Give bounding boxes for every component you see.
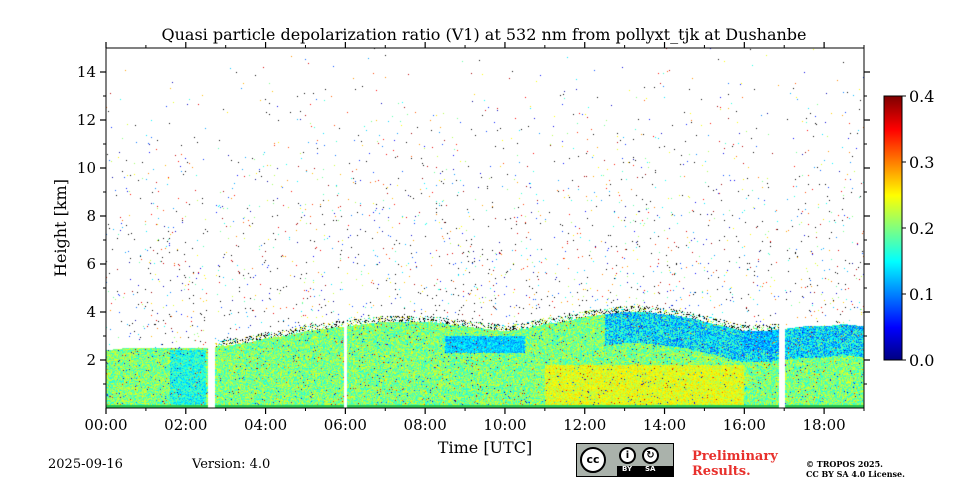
- colorbar-tick-label: 0.1: [909, 285, 934, 304]
- colorbar-tick-label: 0.4: [909, 87, 934, 106]
- colorbar-frame: [883, 95, 903, 361]
- chart-title: Quasi particle depolarization ratio (V1)…: [161, 25, 807, 44]
- y-tick-label: 4: [86, 303, 96, 321]
- attribution-icon: i: [619, 447, 636, 464]
- y-tick-label: 8: [86, 207, 96, 225]
- x-tick-label: 06:00: [324, 416, 367, 434]
- y-axis-label: Height [km]: [51, 179, 70, 277]
- x-tick-label: 14:00: [643, 416, 686, 434]
- x-tick-label: 18:00: [802, 416, 845, 434]
- copyright-line-1: © TROPOS 2025.: [806, 459, 883, 469]
- cc-license-badge: cc i ↻ BY SA: [576, 443, 674, 477]
- x-tick-label: 00:00: [84, 416, 127, 434]
- colorbar-tick-label: 0.0: [909, 351, 934, 370]
- share-alike-icon: ↻: [642, 447, 659, 464]
- cc-logo-icon: cc: [580, 447, 606, 473]
- y-tick-label: 10: [77, 159, 96, 177]
- colorbar-tick-label: 0.3: [909, 153, 934, 172]
- license-badge-bar: BY SA: [617, 465, 674, 476]
- x-tick-label: 08:00: [404, 416, 447, 434]
- y-tick-label: 2: [86, 351, 96, 369]
- colorbar-tick-label: 0.2: [909, 219, 934, 238]
- y-tick-label: 12: [77, 111, 96, 129]
- x-tick-label: 02:00: [164, 416, 207, 434]
- y-tick-label: 6: [86, 255, 96, 273]
- y-tick-label: 14: [77, 63, 96, 81]
- preliminary-line-1: Preliminary: [692, 449, 778, 464]
- x-axis-label: Time [UTC]: [438, 438, 532, 457]
- plot-frame: [105, 47, 865, 409]
- preliminary-line-2: Results.: [692, 464, 751, 479]
- x-tick-label: 16:00: [723, 416, 766, 434]
- copyright-line-2: CC BY SA 4.0 License.: [806, 469, 905, 479]
- badge-sa-label: SA: [645, 465, 656, 473]
- preliminary-results-notice: Preliminary Results.: [692, 449, 778, 479]
- x-tick-label: 10:00: [483, 416, 526, 434]
- x-tick-label: 12:00: [563, 416, 606, 434]
- x-tick-label: 04:00: [244, 416, 287, 434]
- footer-date: 2025-09-16: [48, 457, 123, 472]
- badge-by-label: BY: [622, 465, 633, 473]
- copyright-notice: © TROPOS 2025. CC BY SA 4.0 License.: [806, 459, 905, 479]
- footer-version: Version: 4.0: [192, 457, 271, 472]
